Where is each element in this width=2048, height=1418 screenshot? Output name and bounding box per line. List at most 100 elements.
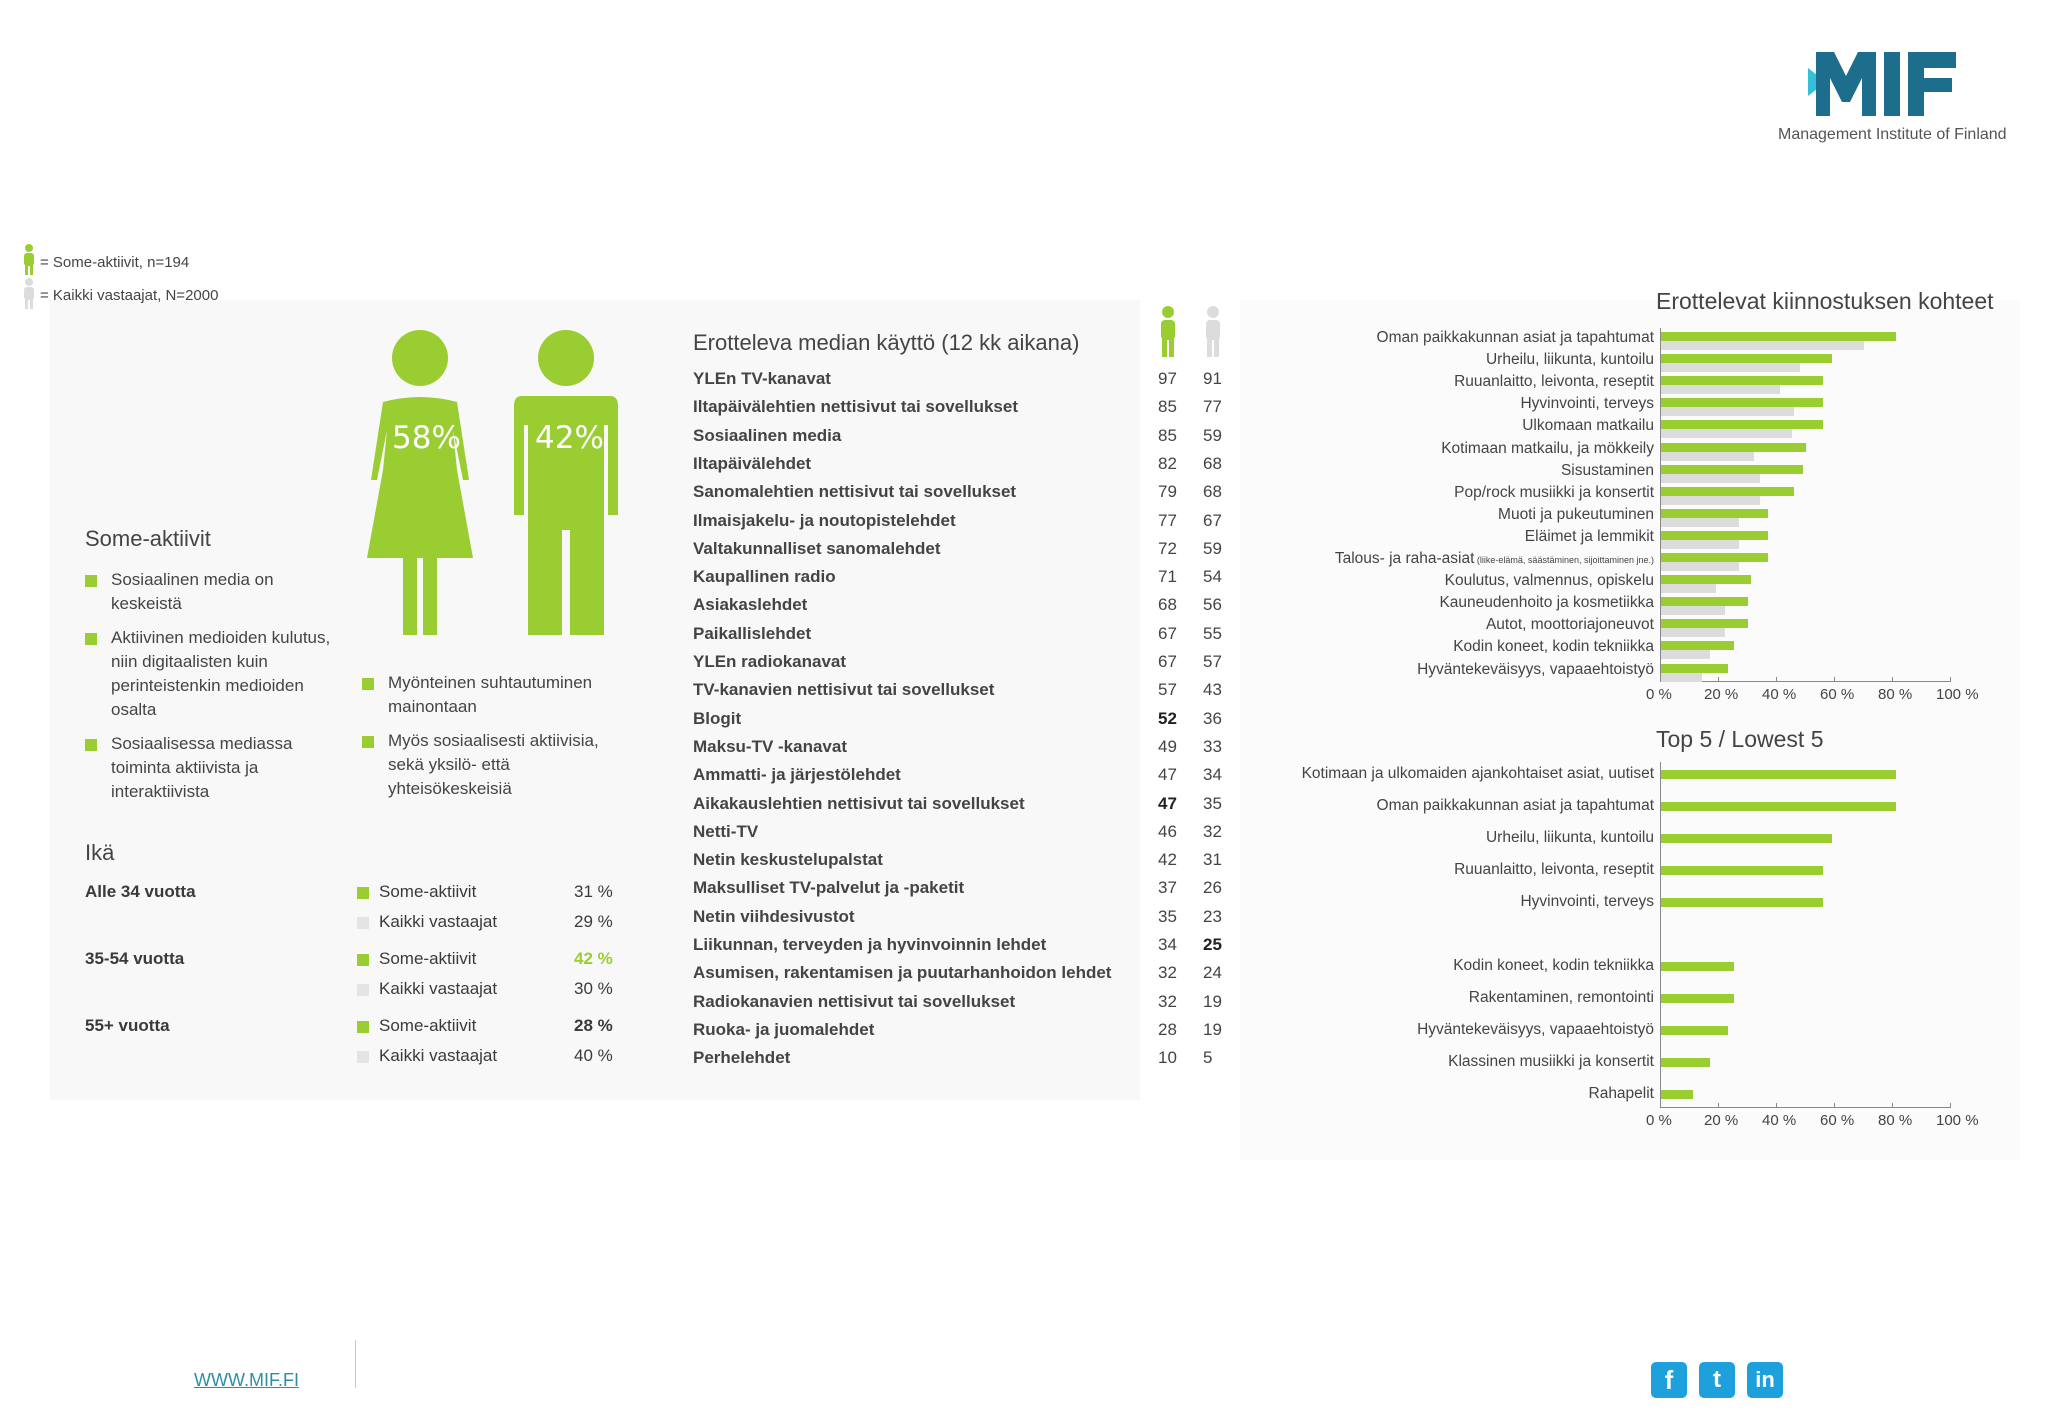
y-axis-line — [1660, 328, 1661, 681]
age-some-row: Some-aktiivit — [357, 1016, 476, 1036]
bar-some — [1661, 332, 1896, 341]
media-some-value: 85 — [1158, 425, 1177, 445]
media-some-value: 32 — [1158, 963, 1177, 983]
chart2-title: Top 5 / Lowest 5 — [1656, 726, 1824, 752]
green-square-icon — [357, 953, 369, 966]
bar-some — [1661, 530, 1769, 540]
media-some-value: 47 — [1158, 793, 1177, 813]
media-all-value: 59 — [1203, 425, 1222, 445]
bar-all — [1661, 495, 1760, 505]
male-figure-icon — [514, 330, 618, 635]
bar-some — [1661, 376, 1824, 386]
media-all-value: 19 — [1203, 991, 1222, 1011]
category-label: Kodin koneet, kodin tekniikka — [1453, 638, 1654, 656]
category-note: (liike-elämä, säästäminen, sijoittaminen… — [1474, 555, 1654, 565]
media-some-value: 35 — [1158, 906, 1177, 926]
x-tick-label: 20 % — [1704, 1112, 1739, 1129]
age-some-value: 42 % — [574, 949, 613, 968]
media-some-value: 68 — [1158, 595, 1177, 615]
bar-all — [1661, 628, 1725, 638]
media-row-label: Iltapäivälehtien nettisivut tai sovelluk… — [693, 397, 1018, 417]
media-all-value: 23 — [1203, 906, 1222, 926]
media-all-value: 55 — [1203, 623, 1222, 643]
x-tick-label: 60 % — [1820, 686, 1855, 703]
media-all-value: 24 — [1203, 963, 1222, 983]
green-square-icon — [357, 1020, 369, 1033]
category-label: Oman paikkakunnan asiat ja tapahtumat — [1376, 797, 1654, 814]
media-row-label: TV-kanavien nettisivut tai sovellukset — [693, 680, 995, 700]
media-row-label: Kaupallinen radio — [693, 567, 836, 587]
bar-all — [1661, 650, 1711, 660]
media-some-value: 97 — [1158, 369, 1177, 388]
bar-some — [1661, 663, 1728, 673]
media-row-label: Valtakunnalliset sanomalehdet — [693, 538, 941, 558]
linkedin-icon[interactable]: in — [1747, 1362, 1783, 1398]
age-some-label: Some-aktiivit — [379, 949, 477, 968]
x-tick-mark — [1950, 1103, 1951, 1108]
facebook-icon[interactable]: f — [1651, 1362, 1687, 1398]
footer-divider — [355, 1340, 356, 1388]
legend-all: = Kaikki vastaajat, N=2000 — [40, 287, 219, 304]
category-label: Urheilu, liikunta, kuntoilu — [1485, 829, 1654, 846]
website-link[interactable]: WWW.MIF.FI — [194, 1370, 299, 1390]
media-all-value: 32 — [1203, 821, 1222, 841]
bar-some — [1661, 597, 1748, 607]
x-tick-label: 0 % — [1646, 1112, 1672, 1129]
bar-all — [1661, 429, 1792, 439]
media-some-value: 28 — [1158, 1019, 1177, 1039]
x-tick-mark — [1892, 1103, 1893, 1108]
media-row-label: Asumisen, rakentamisen ja puutarhanhoido… — [693, 963, 1112, 983]
media-row-label: Netti-TV — [693, 821, 759, 841]
category-label: Rahapelit — [1588, 1085, 1655, 1102]
media-row-label: Sanomalehtien nettisivut tai sovellukset — [693, 482, 1017, 502]
media-all-value: 91 — [1203, 369, 1222, 388]
media-some-value: 57 — [1158, 680, 1177, 700]
grey-square-icon — [357, 1050, 369, 1063]
media-all-value: 77 — [1203, 397, 1222, 417]
bar-all — [1661, 407, 1795, 417]
media-row-label: Aikakauslehtien nettisivut tai sovelluks… — [693, 793, 1025, 813]
x-tick-mark — [1834, 1103, 1835, 1108]
age-some-row: Some-aktiivit — [357, 949, 476, 969]
bar-some — [1661, 834, 1833, 843]
media-all-value: 54 — [1203, 567, 1222, 587]
right-panel-background — [1240, 300, 2020, 1160]
bar-all — [1661, 451, 1754, 461]
age-group-label: Alle 34 vuotta — [85, 882, 196, 901]
media-row-label: Blogit — [693, 708, 742, 728]
bar-some — [1661, 962, 1734, 971]
bar-some — [1661, 486, 1795, 496]
media-some-value: 67 — [1158, 623, 1177, 643]
bar-some — [1661, 508, 1769, 518]
person-grey-header-icon — [1206, 306, 1220, 357]
category-label: Eläimet ja lemmikit — [1524, 527, 1654, 545]
media-some-value: 77 — [1158, 510, 1177, 530]
media-all-value: 34 — [1203, 765, 1222, 785]
media-some-value: 42 — [1158, 850, 1177, 870]
media-row-label: Netin viihdesivustot — [693, 906, 855, 926]
age-group-label: 55+ vuotta — [85, 1016, 170, 1035]
age-all-label: Kaikki vastaajat — [379, 1046, 498, 1065]
media-some-value: 37 — [1158, 878, 1177, 898]
age-group-label: 35-54 vuotta — [85, 949, 185, 968]
media-row-label: Iltapäivälehdet — [693, 453, 812, 473]
x-axis-line — [1660, 1107, 1950, 1108]
x-tick-label: 40 % — [1762, 1112, 1797, 1129]
media-row-label: YLEn radiokanavat — [693, 652, 847, 671]
age-all-value: 29 % — [574, 912, 613, 931]
age-some-value: 31 % — [574, 882, 613, 901]
category-label: Oman paikkakunnan asiat ja tapahtumat — [1376, 329, 1654, 346]
media-row-label: Maksulliset TV-palvelut ja -paketit — [693, 878, 965, 898]
age-all-row: Kaikki vastaajat — [357, 979, 497, 999]
category-label: Klassinen musiikki ja konsertit — [1448, 1053, 1654, 1070]
media-all-value: 33 — [1203, 736, 1222, 756]
category-label: Rakentaminen, remontointi — [1468, 989, 1654, 1006]
age-some-row: Some-aktiivit — [357, 882, 476, 902]
media-row-label: Liikunnan, terveyden ja hyvinvoinnin leh… — [693, 935, 1047, 954]
bar-all — [1661, 606, 1725, 616]
media-all-value: 36 — [1203, 708, 1222, 728]
bar-some — [1661, 802, 1896, 811]
category-label: Ruuanlaitto, leivonta, reseptit — [1454, 861, 1654, 878]
category-label: Pop/rock musiikki ja konsertit — [1454, 483, 1654, 501]
twitter-icon[interactable]: t — [1699, 1362, 1735, 1398]
